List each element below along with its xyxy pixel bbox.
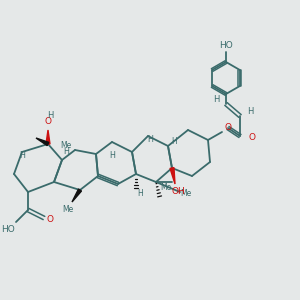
Text: H: H	[247, 107, 253, 116]
Text: O: O	[224, 124, 232, 133]
Text: O: O	[248, 134, 256, 142]
Text: Me: Me	[60, 142, 72, 151]
Text: H: H	[213, 95, 219, 104]
Text: HO: HO	[219, 40, 233, 50]
Text: H: H	[147, 136, 153, 145]
Text: H: H	[109, 152, 115, 160]
Text: H: H	[171, 137, 177, 146]
Text: H: H	[63, 148, 69, 157]
Polygon shape	[46, 130, 50, 144]
Text: Me: Me	[62, 206, 74, 214]
Text: O: O	[44, 118, 52, 127]
Text: Me: Me	[180, 190, 192, 199]
Text: H: H	[47, 110, 53, 119]
Text: O: O	[46, 215, 53, 224]
Polygon shape	[170, 168, 175, 184]
Polygon shape	[36, 138, 49, 146]
Polygon shape	[72, 189, 82, 202]
Text: OH: OH	[171, 187, 185, 196]
Text: Me: Me	[160, 184, 172, 193]
Text: H: H	[19, 152, 25, 160]
Text: H: H	[137, 190, 143, 199]
Text: HO: HO	[1, 224, 15, 233]
